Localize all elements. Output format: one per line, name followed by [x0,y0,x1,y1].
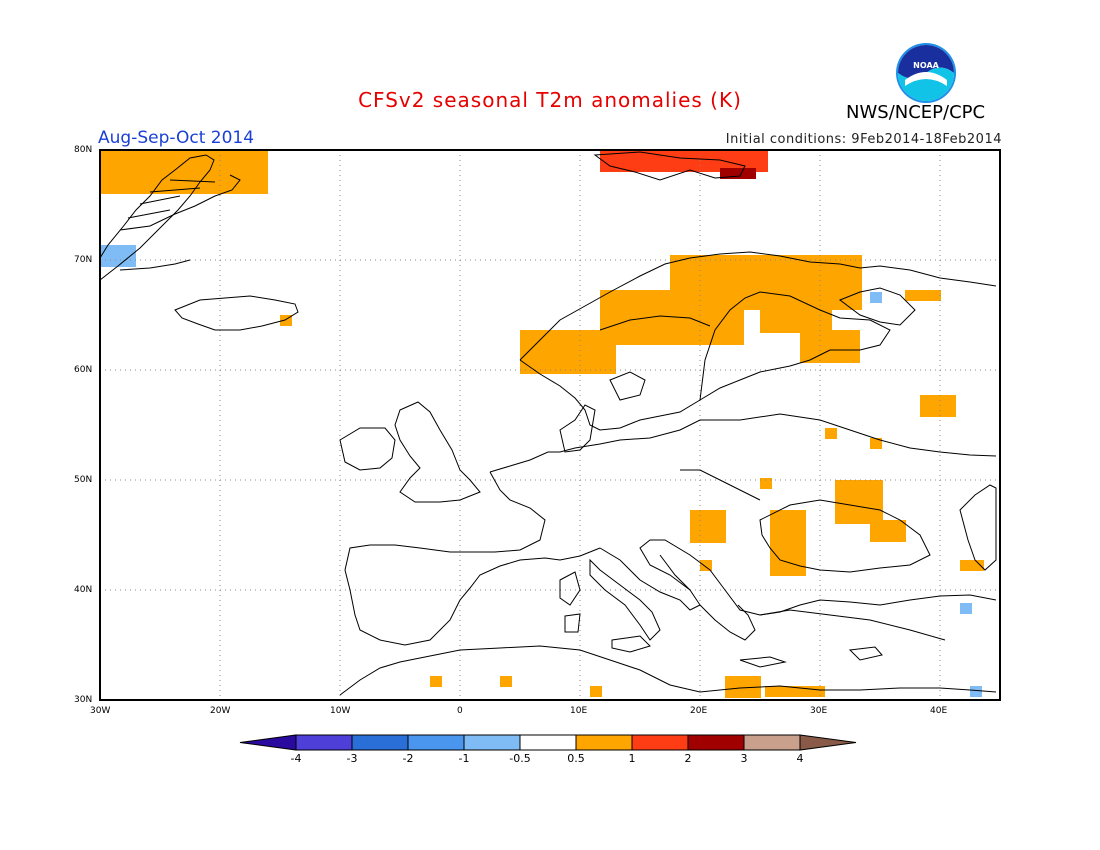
noaa-logo: NOAA [896,43,956,103]
colorbar-segment [575,734,633,751]
lat-label: 70N [74,255,93,265]
anomaly-cell [800,330,860,363]
anomaly-cell [100,245,136,267]
colorbar-tick: -0.5 [509,752,531,765]
anomaly-cell [590,686,602,697]
lat-label: 30N [74,695,93,705]
colorbar-tick: 4 [796,752,804,765]
anomaly-cell [720,168,756,179]
lon-label: 30W [90,706,111,716]
colorbar-segment [519,734,577,751]
lon-label: 0 [457,706,463,716]
colorbar-segment [743,734,801,751]
anomaly-cell [500,676,512,687]
lat-label: 80N [74,145,93,155]
anomaly-cell [100,150,268,194]
anomaly-cell [905,290,941,301]
colorbar-segment [463,734,521,751]
colorbar-tick: 3 [740,752,748,765]
anomaly-cells [100,150,984,698]
anomaly-cell [970,686,982,697]
lon-label: 10E [570,706,588,716]
colorbar-segment [351,734,409,751]
colorbar-segment [407,734,465,751]
map-frame [99,149,1001,701]
anomaly-cell [835,480,883,524]
anomaly-cell [690,510,726,543]
initial-conditions: Initial conditions: 9Feb2014-18Feb2014 [725,132,1002,147]
anomaly-cell [765,686,825,697]
anomaly-cell [760,300,832,333]
anomaly-cell [870,292,882,303]
lon-label: 20W [210,706,231,716]
colorbar-tick: 2 [684,752,692,765]
svg-text:NOAA: NOAA [913,61,939,70]
colorbar-max-arrow [799,734,857,751]
lon-label: 20E [690,706,708,716]
colorbar-tick: -2 [402,752,414,765]
anomaly-cell [960,603,972,614]
colorbar-tick: 1 [628,752,636,765]
lon-label: 10W [330,706,351,716]
lat-label: 50N [74,475,93,485]
anomaly-cell [920,395,956,417]
anomaly-cell [870,438,882,449]
anomaly-cell [870,520,906,542]
colorbar [239,734,857,751]
anomaly-cell [700,560,712,571]
anomaly-cell [280,315,292,326]
colorbar-segment [295,734,353,751]
lon-label: 40E [930,706,948,716]
agency-label: NWS/NCEP/CPC [846,102,986,123]
anomaly-cell [760,478,772,489]
colorbar-tick: -4 [290,752,302,765]
colorbar-tick: 0.5 [567,752,585,765]
colorbar-tick: -3 [346,752,358,765]
map-gridlines [100,150,1000,700]
forecast-period: Aug-Sep-Oct 2014 [98,128,255,148]
anomaly-cell [430,676,442,687]
coastlines [99,151,997,696]
anomaly-cell [725,676,761,698]
anomaly-cell [825,428,837,439]
anomaly-cell [600,150,768,172]
colorbar-segment [687,734,745,751]
anomaly-cell [770,510,806,576]
colorbar-min-arrow [239,734,297,751]
colorbar-segment [631,734,689,751]
lat-label: 40N [74,585,93,595]
lon-label: 30E [810,706,828,716]
anomaly-cell [960,560,984,571]
colorbar-tick: -1 [458,752,470,765]
map-title: CFSv2 seasonal T2m anomalies (K) [358,88,742,112]
lat-label: 60N [74,365,93,375]
